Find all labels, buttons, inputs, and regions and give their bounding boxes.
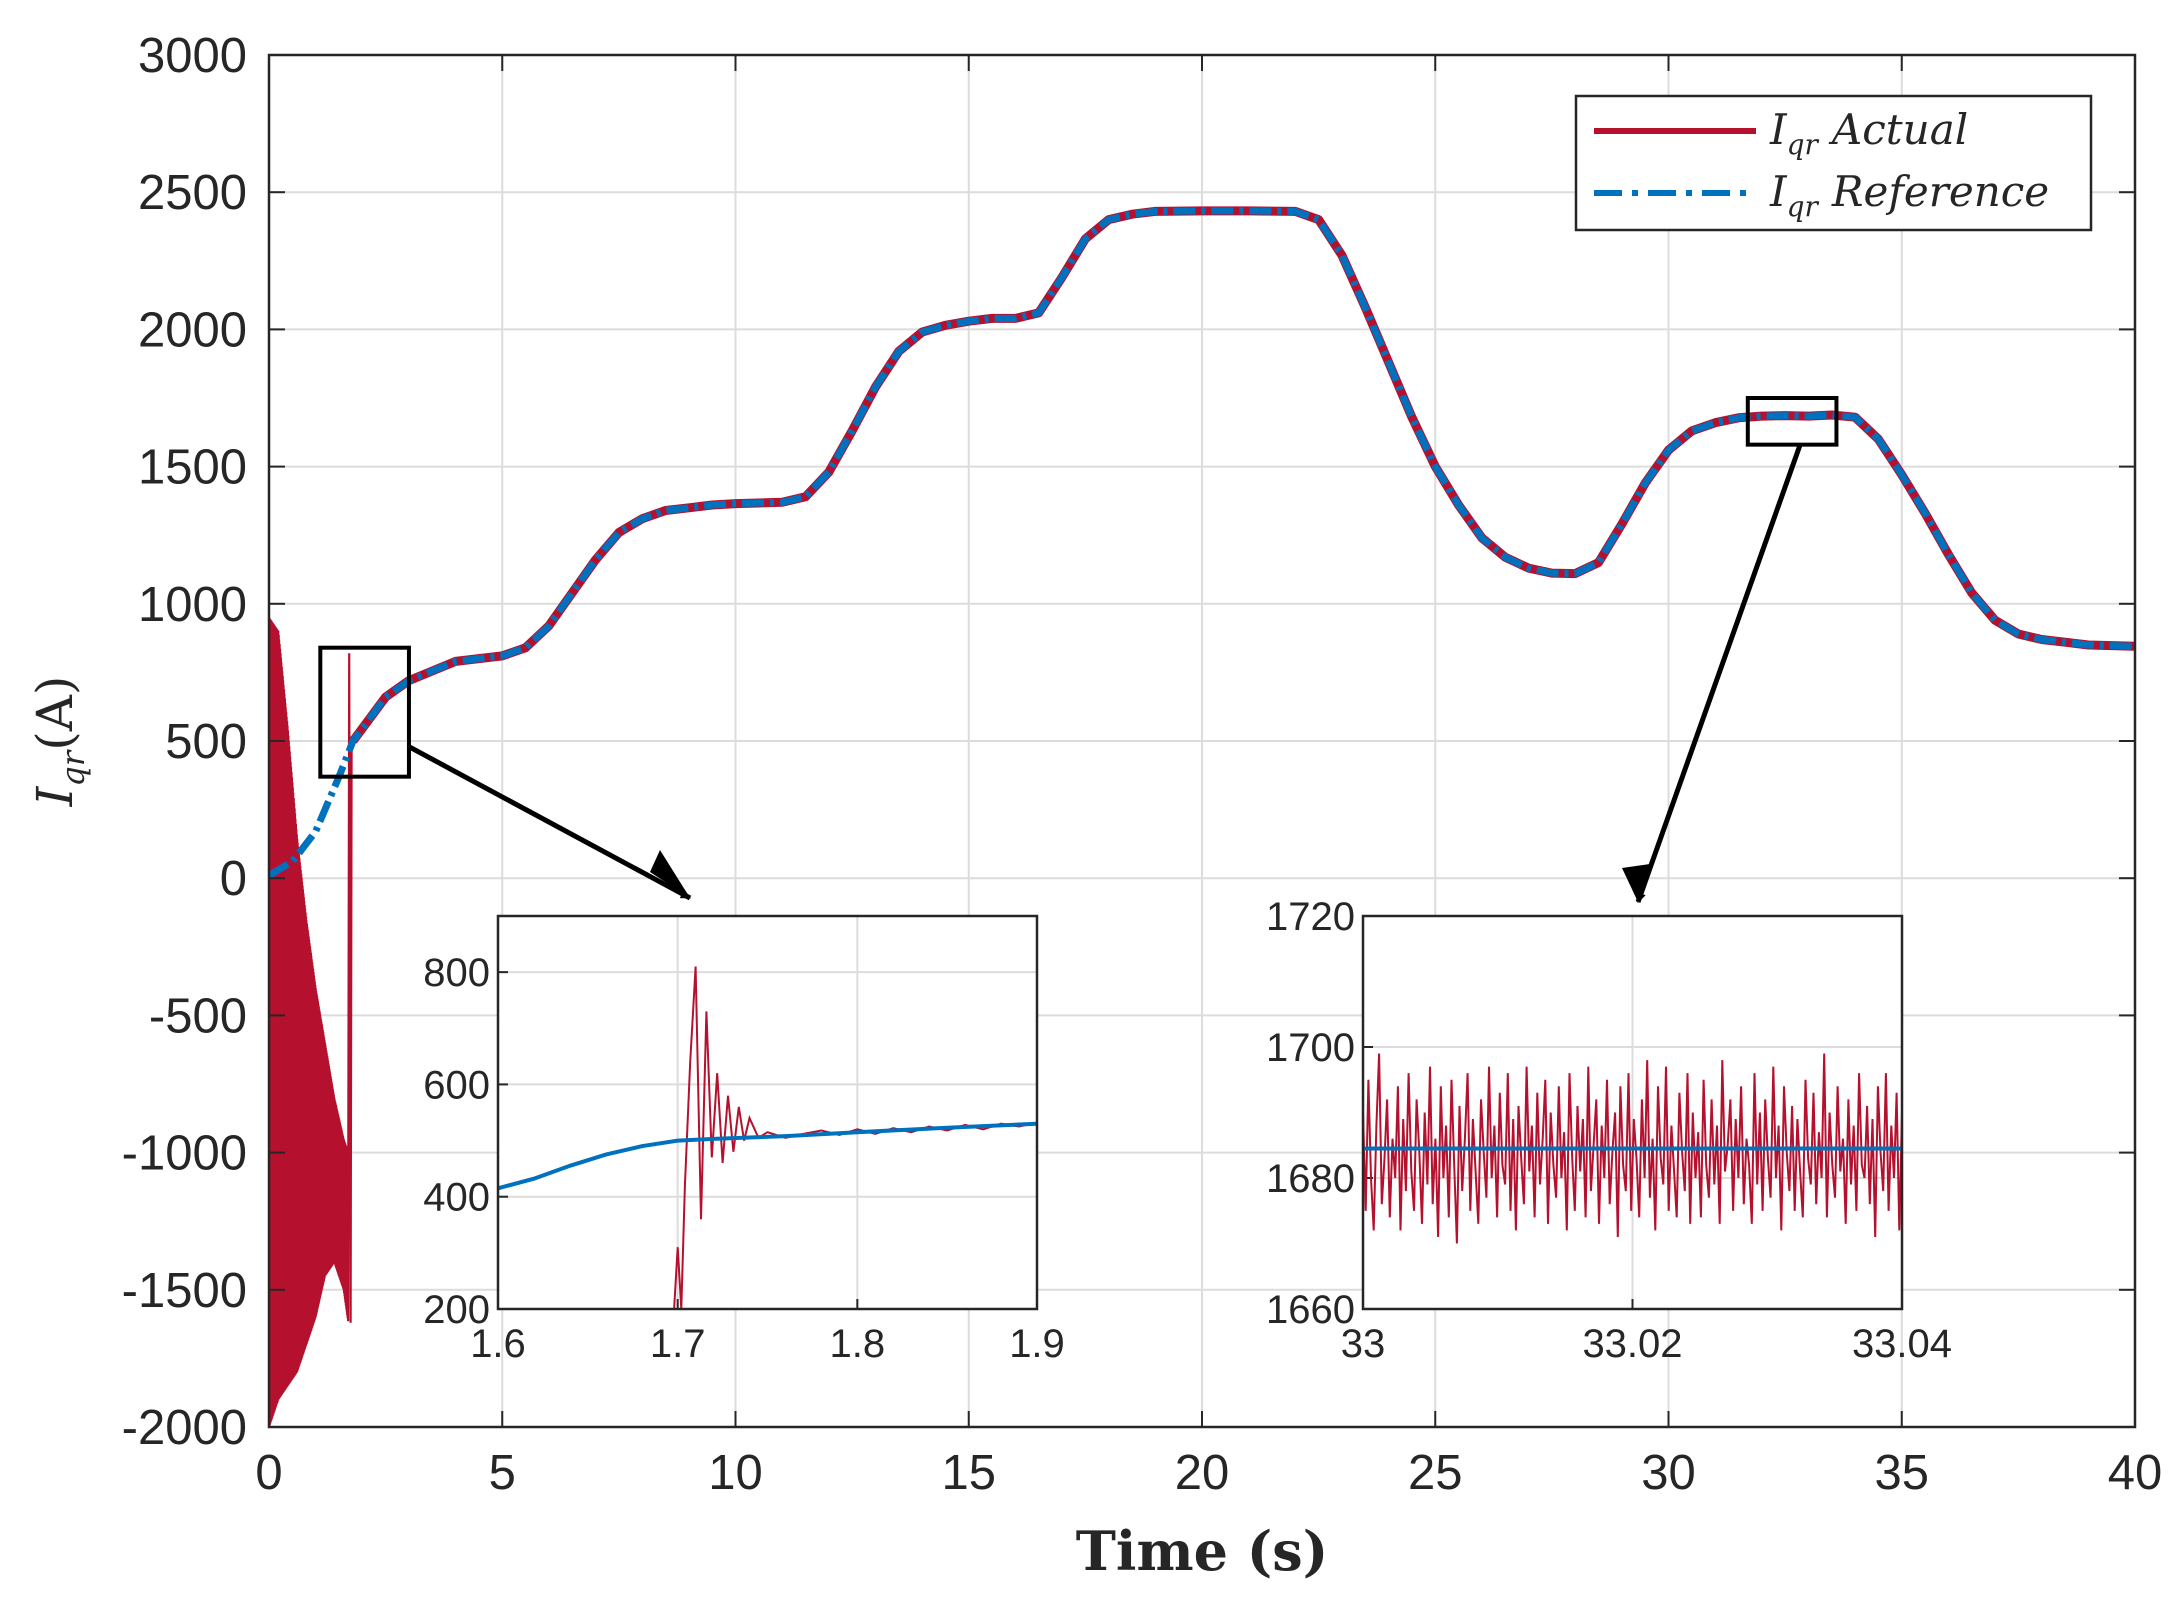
inset-startup-series bbox=[498, 966, 1037, 1309]
zoom-startup-arrowhead bbox=[650, 850, 690, 898]
zoom-peak-arrowhead bbox=[1622, 864, 1650, 902]
main-x-tick-label: 0 bbox=[255, 1446, 282, 1500]
zoom-peak-zoom-arrow bbox=[1635, 443, 1803, 903]
zoom-peak-y-tick-label: 1680 bbox=[1266, 1157, 1355, 1201]
main-x-tick-label: 35 bbox=[1874, 1446, 1929, 1500]
main-x-tick-label: 15 bbox=[941, 1446, 996, 1500]
zoom-startup-zoom-box bbox=[318, 645, 411, 779]
zoom-peak-zoom-box bbox=[1745, 396, 1839, 447]
legend-box bbox=[1574, 94, 2093, 232]
y-label-sub: qr bbox=[54, 749, 92, 786]
main-ticks bbox=[268, 54, 2136, 1428]
main-y-tick-label: 500 bbox=[165, 715, 247, 769]
zoom-startup-x-tick-label: 1.7 bbox=[650, 1322, 706, 1366]
y-axis-label: Iqr(A) bbox=[26, 676, 92, 808]
inset-startup: 1.6 1.7 1.8 1.9 200 400 600 800 bbox=[423, 914, 1065, 1366]
main-tick-labels: 0 5 10 15 20 25 30 35 40 -2000 -1500 -1000 -500 0 500 1… bbox=[122, 29, 2163, 1500]
zoom-indicators bbox=[318, 396, 1839, 903]
legend: Iqr Actual Iqr Reference bbox=[1574, 94, 2093, 232]
main-y-tick-label: 1500 bbox=[138, 441, 247, 495]
main-x-tick-label: 25 bbox=[1408, 1446, 1463, 1500]
zoom-startup-x-tick-label: 1.6 bbox=[470, 1322, 526, 1366]
zoom-startup-y-tick-label: 800 bbox=[423, 951, 490, 995]
main-y-tick-label: 2000 bbox=[138, 303, 247, 357]
zoom-startup-reference-line bbox=[498, 1121, 1037, 1191]
inset-peak-tick-labels: 33 33.02 33.04 1660 1680 1700 1720 bbox=[1266, 895, 1952, 1366]
y-label-base: I bbox=[26, 785, 84, 807]
inset-startup-frame bbox=[496, 914, 1039, 1311]
main-y-tick-label: 3000 bbox=[138, 29, 247, 83]
zoom-startup-x-tick-label: 1.9 bbox=[1009, 1322, 1065, 1366]
zoom-peak-y-tick-label: 1660 bbox=[1266, 1288, 1355, 1332]
zoom-peak-x-tick-label: 33.02 bbox=[1582, 1322, 1682, 1366]
y-label-unit: (A) bbox=[26, 676, 84, 751]
main-y-tick-label: -1500 bbox=[122, 1264, 247, 1318]
actual-series-line bbox=[349, 206, 2135, 744]
legend-actual-label: Iqr Actual bbox=[1769, 105, 1968, 161]
zoom-startup-zoom-arrow bbox=[407, 744, 692, 901]
zoom-peak-x-tick-label: 33.04 bbox=[1852, 1322, 1952, 1366]
inset-peak-series bbox=[1363, 1053, 1902, 1244]
legend-reference-label: Iqr Reference bbox=[1769, 167, 2049, 223]
inset-peak-frame bbox=[1361, 914, 1904, 1311]
main-x-tick-label: 30 bbox=[1641, 1446, 1696, 1500]
zoom-startup-y-tick-label: 600 bbox=[423, 1063, 490, 1107]
zoom-peak-y-tick-label: 1720 bbox=[1266, 895, 1355, 939]
zoom-startup-y-tick-label: 400 bbox=[423, 1176, 490, 1220]
reference-series-line bbox=[269, 207, 2135, 879]
main-x-tick-label: 40 bbox=[2108, 1446, 2163, 1500]
zoom-peak-x-tick-label: 33 bbox=[1341, 1322, 1386, 1366]
main-x-tick-label: 5 bbox=[489, 1446, 516, 1500]
main-y-tick-label: 0 bbox=[220, 852, 247, 906]
main-y-tick-label: 2500 bbox=[138, 166, 247, 220]
main-y-tick-label: 1000 bbox=[138, 578, 247, 632]
main-series bbox=[269, 206, 2135, 1427]
main-y-tick-label: -1000 bbox=[122, 1127, 247, 1181]
zoom-startup-x-tick-label: 1.8 bbox=[830, 1322, 886, 1366]
zoom-peak-actual-line bbox=[1363, 1053, 1902, 1244]
inset-peak: 33 33.02 33.04 1660 1680 1700 1720 bbox=[1266, 895, 1952, 1366]
zoom-startup-y-tick-label: 200 bbox=[423, 1288, 490, 1332]
actual-startup-oscillation bbox=[269, 617, 353, 1427]
svg-text:Iqr(A): Iqr(A) bbox=[26, 676, 92, 808]
main-y-tick-label: -2000 bbox=[122, 1401, 247, 1455]
x-axis-label: Time (s) bbox=[1076, 1519, 1329, 1583]
inset-startup-tick-labels: 1.6 1.7 1.8 1.9 200 400 600 800 bbox=[423, 951, 1065, 1366]
main-x-tick-label: 20 bbox=[1175, 1446, 1230, 1500]
inset-startup-background bbox=[498, 916, 1037, 1309]
main-x-tick-label: 10 bbox=[708, 1446, 763, 1500]
zoom-peak-y-tick-label: 1700 bbox=[1266, 1026, 1355, 1070]
main-y-tick-label: -500 bbox=[149, 989, 247, 1043]
